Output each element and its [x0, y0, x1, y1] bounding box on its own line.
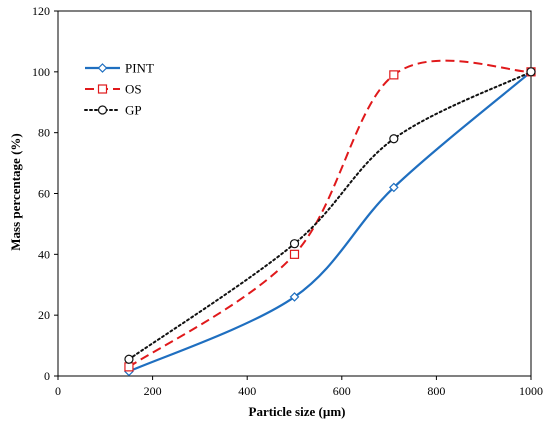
series-line-pint: [128, 70, 532, 373]
legend-marker-pint: [97, 63, 108, 73]
x-tick-label: 200: [144, 384, 162, 398]
x-tick-label: 1000: [519, 384, 543, 398]
y-tick-label: 120: [32, 4, 50, 18]
y-axis-title: Mass percentage (%): [8, 133, 23, 250]
y-tick-label: 20: [38, 308, 50, 322]
legend-label-gp: GP: [125, 103, 142, 118]
y-tick-label: 100: [32, 65, 50, 79]
data-point-gp: [389, 134, 399, 144]
legend-marker-gp: [97, 105, 108, 115]
data-point-gp: [124, 354, 134, 364]
y-tick-label: 40: [38, 247, 50, 261]
y-tick-label: 60: [38, 187, 50, 201]
y-tick-label: 0: [44, 369, 50, 383]
legend-label-pint: PINT: [125, 61, 154, 76]
data-point-os: [124, 362, 134, 372]
data-point-pint: [388, 182, 399, 193]
x-tick-label: 800: [427, 384, 445, 398]
x-tick-label: 0: [55, 384, 61, 398]
data-point-os: [389, 70, 399, 80]
x-tick-label: 400: [238, 384, 256, 398]
data-point-os: [289, 249, 300, 259]
legend-marker-os: [97, 84, 108, 94]
x-axis-title: Particle size (µm): [249, 404, 346, 419]
x-tick-label: 600: [333, 384, 351, 398]
series-line-gp: [127, 70, 532, 361]
data-point-gp: [289, 239, 300, 249]
y-tick-label: 80: [38, 126, 50, 140]
series-line-os: [128, 59, 532, 368]
legend-label-os: OS: [125, 82, 142, 97]
data-point-pint: [289, 292, 300, 302]
data-point-gp: [526, 67, 536, 77]
